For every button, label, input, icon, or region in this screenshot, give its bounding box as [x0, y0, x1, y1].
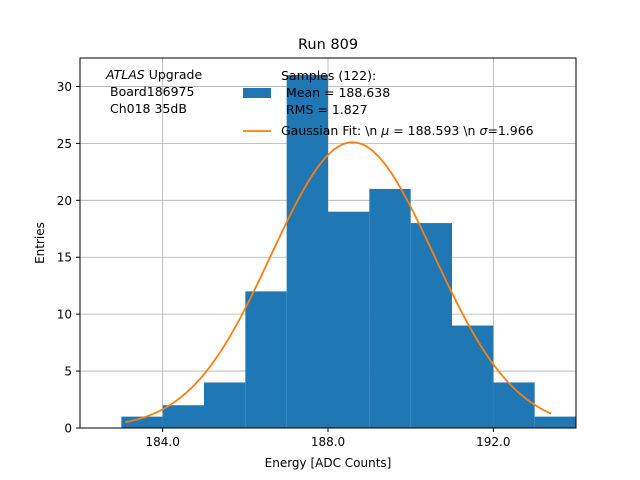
- histogram-bar: [534, 416, 576, 428]
- y-tick-label: 20: [57, 194, 72, 208]
- x-tick-label: 184.0: [145, 435, 179, 449]
- legend-hist-line-3: RMS = 1.827: [286, 102, 368, 117]
- y-tick-label: 5: [64, 365, 72, 379]
- x-tick-label: 188.0: [311, 435, 345, 449]
- histogram-bar: [369, 188, 411, 428]
- legend-hist-line-2: Mean = 188.638: [286, 85, 390, 100]
- legend-hist-line-1: Samples (122):: [281, 68, 376, 83]
- upgrade-label: Upgrade: [145, 67, 203, 82]
- annotation-line-1: ATLAS Upgrade: [105, 67, 202, 82]
- histogram-bar: [286, 75, 328, 429]
- atlas-annotation: ATLAS Upgrade Board186975 Ch018 35dB: [105, 67, 202, 116]
- histogram-bar: [245, 291, 287, 428]
- y-axis-ticks: 0 5 10 15 20 25 30: [57, 80, 80, 436]
- y-tick-label: 0: [64, 422, 72, 436]
- x-axis-ticks: 184.0 188.0 192.0: [145, 428, 511, 449]
- atlas-label: ATLAS: [105, 67, 145, 82]
- histogram-bar: [162, 405, 204, 428]
- histogram-bar: [410, 223, 452, 428]
- annotation-board: Board186975: [110, 84, 194, 99]
- y-tick-label: 30: [57, 80, 72, 94]
- histogram-bar: [452, 325, 494, 428]
- x-axis-label: Energy [ADC Counts]: [265, 456, 392, 470]
- histogram-bar: [493, 382, 535, 428]
- y-tick-label: 10: [57, 308, 72, 322]
- legend-fit-label: Gaussian Fit: \n μ = 188.593 \n σ=1.966: [281, 123, 534, 138]
- histogram-bars: [121, 75, 576, 429]
- histogram-bar: [204, 382, 246, 428]
- chart-title: Run 809: [298, 37, 358, 53]
- legend: Samples (122): Mean = 188.638 RMS = 1.82…: [243, 68, 534, 138]
- x-tick-label: 192.0: [476, 435, 510, 449]
- gaussian-fit-curve: [125, 141, 552, 424]
- histogram-bar: [328, 211, 370, 428]
- legend-hist-swatch: [243, 88, 271, 98]
- annotation-channel: Ch018 35dB: [110, 101, 187, 116]
- histogram-bar: [121, 416, 163, 428]
- y-axis-label: Entries: [33, 222, 47, 264]
- y-tick-label: 25: [57, 137, 72, 151]
- y-tick-label: 15: [57, 251, 72, 265]
